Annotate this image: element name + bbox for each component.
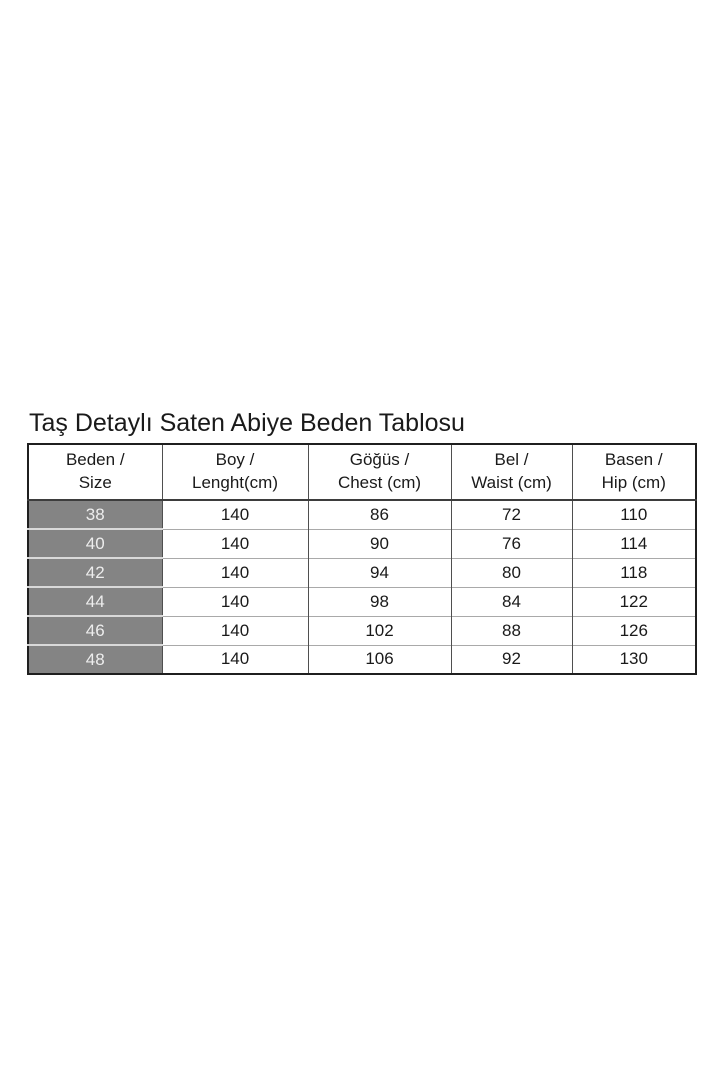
cell-waist: 92 [450, 644, 572, 674]
column-header-hip: Basen / Hip (cm) [571, 444, 696, 501]
cell-hip: 110 [571, 500, 696, 529]
cell-length: 140 [161, 500, 308, 529]
cell-waist: 84 [450, 586, 572, 616]
cell-size: 38 [28, 500, 162, 529]
cell-chest: 102 [307, 615, 451, 645]
cell-chest: 86 [307, 500, 451, 529]
cell-length: 140 [161, 557, 308, 587]
cell-size: 46 [28, 615, 162, 645]
cell-hip: 126 [571, 615, 696, 645]
cell-length: 140 [161, 644, 308, 674]
table-row: 44 140 98 84 122 [28, 586, 696, 616]
header-row: Beden / Size Boy / Lenght(cm) Göğüs / Ch… [28, 444, 696, 501]
cell-waist: 76 [450, 528, 572, 558]
cell-chest: 94 [307, 557, 451, 587]
cell-size: 48 [28, 644, 162, 674]
cell-length: 140 [161, 586, 308, 616]
size-table: Beden / Size Boy / Lenght(cm) Göğüs / Ch… [27, 443, 697, 675]
column-header-length: Boy / Lenght(cm) [161, 444, 308, 501]
cell-waist: 88 [450, 615, 572, 645]
column-header-waist: Bel / Waist (cm) [450, 444, 572, 501]
cell-chest: 106 [307, 644, 451, 674]
cell-waist: 72 [450, 500, 572, 529]
table-header: Beden / Size Boy / Lenght(cm) Göğüs / Ch… [28, 444, 696, 501]
cell-length: 140 [161, 615, 308, 645]
table-row: 40 140 90 76 114 [28, 528, 696, 558]
cell-size: 40 [28, 528, 162, 558]
table-row: 46 140 102 88 126 [28, 615, 696, 645]
column-header-chest: Göğüs / Chest (cm) [307, 444, 451, 501]
table-row: 42 140 94 80 118 [28, 557, 696, 587]
size-chart-title: Taş Detaylı Saten Abiye Beden Tablosu [29, 409, 465, 437]
cell-hip: 122 [571, 586, 696, 616]
cell-hip: 114 [571, 528, 696, 558]
cell-size: 42 [28, 557, 162, 587]
table-body: 38 140 86 72 110 40 140 90 76 114 42 140… [28, 500, 696, 674]
cell-hip: 130 [571, 644, 696, 674]
cell-waist: 80 [450, 557, 572, 587]
table-row: 48 140 106 92 130 [28, 644, 696, 674]
cell-chest: 98 [307, 586, 451, 616]
cell-size: 44 [28, 586, 162, 616]
size-chart: Taş Detaylı Saten Abiye Beden Tablosu Be… [27, 408, 697, 675]
cell-hip: 118 [571, 557, 696, 587]
cell-length: 140 [161, 528, 308, 558]
cell-chest: 90 [307, 528, 451, 558]
table-row: 38 140 86 72 110 [28, 500, 696, 529]
column-header-size: Beden / Size [28, 444, 162, 501]
